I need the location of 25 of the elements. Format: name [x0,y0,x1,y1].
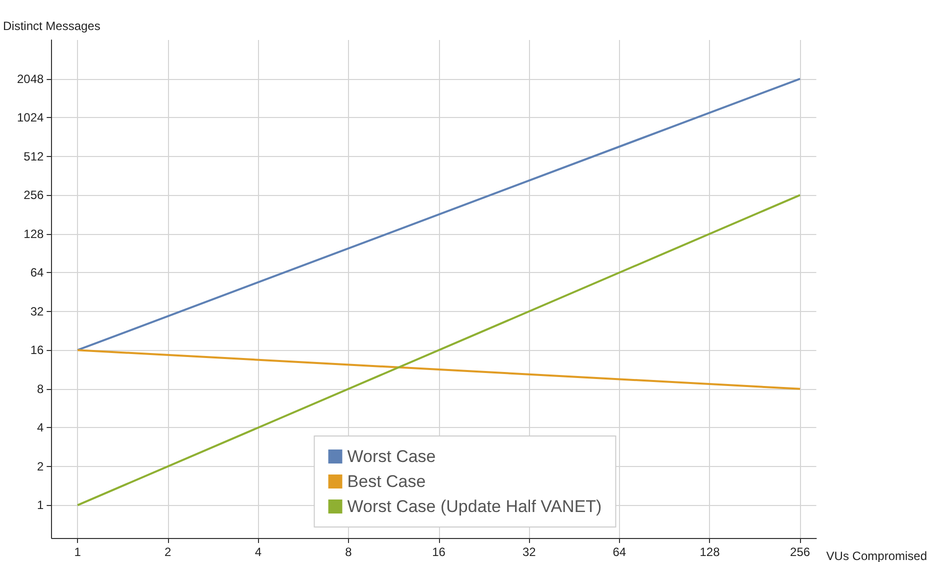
y-tick-label: 4 [36,420,44,435]
y-tick-label: 2048 [16,72,44,86]
x-tick-label: 1 [74,545,82,559]
y-tick-label: 128 [24,226,44,241]
x-tick-label: 64 [612,545,626,559]
x-tick-label: 32 [522,545,536,559]
y-tick-label: 64 [30,266,44,280]
y-tick-label: 1024 [16,110,44,125]
x-tick-label: 4 [254,545,262,559]
y-tick-label: 256 [24,188,44,202]
x-tick-label: 16 [432,545,446,559]
y-axis-title: Distinct Messages [2,19,100,33]
y-tick-label: 512 [24,149,44,164]
y-tick-label: 2 [36,459,44,474]
legend-label: Best Case [347,472,426,491]
x-tick-label: 256 [790,545,810,559]
legend-label: Worst Case (Update Half VANET) [347,497,602,516]
x-tick-label: 8 [345,545,352,559]
y-tick-label: 16 [30,343,44,358]
x-tick-label: 128 [700,545,720,559]
x-tick-label: 2 [164,545,172,559]
y-tick-label: 32 [30,304,44,318]
y-tick-label: 8 [36,382,44,396]
y-tick-label: 1 [36,498,44,512]
legend-label: Worst Case [347,447,436,466]
